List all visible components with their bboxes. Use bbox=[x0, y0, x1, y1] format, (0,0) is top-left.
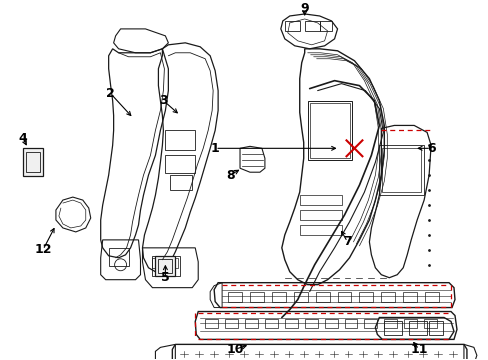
Bar bbox=[244, 319, 257, 328]
Bar bbox=[108, 248, 128, 266]
Text: 7: 7 bbox=[343, 235, 351, 248]
Bar bbox=[264, 319, 277, 328]
Bar bbox=[152, 256, 180, 276]
Bar bbox=[284, 319, 297, 328]
Text: 3: 3 bbox=[159, 94, 167, 107]
Bar bbox=[408, 321, 426, 336]
Bar bbox=[23, 148, 43, 176]
Bar bbox=[384, 319, 396, 328]
Bar bbox=[224, 319, 238, 328]
Bar bbox=[26, 152, 40, 172]
Text: 2: 2 bbox=[106, 87, 115, 100]
Bar bbox=[152, 258, 178, 268]
Bar bbox=[315, 292, 329, 302]
Bar bbox=[165, 155, 195, 173]
Text: 8: 8 bbox=[225, 169, 234, 182]
Bar bbox=[381, 292, 394, 302]
Bar bbox=[424, 292, 438, 302]
Text: 11: 11 bbox=[409, 343, 427, 356]
Bar bbox=[170, 175, 192, 190]
Bar bbox=[205, 319, 218, 328]
Bar bbox=[382, 148, 420, 192]
Bar bbox=[299, 195, 341, 205]
Bar bbox=[293, 292, 307, 302]
Text: 5: 5 bbox=[161, 271, 169, 284]
Bar bbox=[158, 259, 172, 273]
Bar bbox=[304, 21, 319, 31]
Bar bbox=[344, 319, 357, 328]
Bar bbox=[284, 21, 299, 31]
Bar bbox=[337, 292, 351, 302]
Bar bbox=[249, 292, 264, 302]
Bar bbox=[359, 292, 373, 302]
Bar bbox=[307, 100, 352, 160]
Bar bbox=[384, 321, 402, 336]
Bar bbox=[299, 210, 341, 220]
Bar bbox=[324, 319, 337, 328]
Bar bbox=[404, 319, 416, 328]
Bar bbox=[155, 256, 175, 276]
Text: 10: 10 bbox=[226, 343, 244, 356]
Bar bbox=[364, 319, 377, 328]
Bar bbox=[304, 319, 317, 328]
Bar bbox=[309, 103, 350, 158]
Bar bbox=[379, 145, 423, 195]
Text: 6: 6 bbox=[426, 142, 434, 155]
Bar bbox=[165, 130, 195, 150]
Text: 1: 1 bbox=[210, 142, 219, 155]
Bar bbox=[319, 21, 331, 31]
Bar bbox=[423, 319, 436, 328]
Bar bbox=[227, 292, 242, 302]
Text: 9: 9 bbox=[300, 3, 308, 15]
Bar bbox=[428, 321, 442, 336]
Text: 4: 4 bbox=[19, 132, 27, 145]
Bar bbox=[403, 292, 416, 302]
Bar bbox=[299, 225, 341, 235]
Text: 12: 12 bbox=[34, 243, 52, 256]
Bar bbox=[271, 292, 285, 302]
